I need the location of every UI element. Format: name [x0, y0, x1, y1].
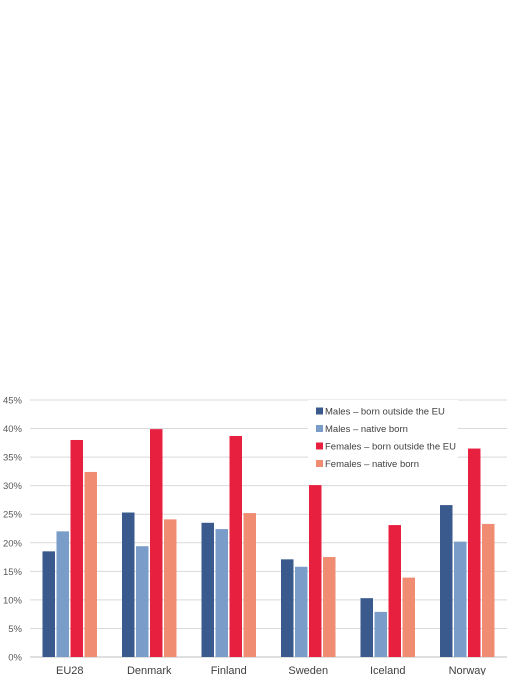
bar-norway-series-1	[440, 505, 453, 657]
bar-finland-series-2	[215, 529, 228, 657]
legend-label: Females – native born	[325, 459, 419, 470]
y-axis-tick-labels: 0% 5% 10% 15% 20% 25% 30% 35% 40% 45%	[3, 396, 23, 664]
legend-label: Males – born outside the EU	[325, 407, 445, 418]
legend: Males – born outside the EU Males – nativ…	[308, 400, 458, 476]
bars	[42, 429, 495, 657]
y-tick-label: 15%	[3, 567, 23, 578]
legend-background	[308, 400, 458, 476]
bar-finland-series-4	[243, 513, 256, 657]
bar-finland-series-3	[229, 435, 242, 657]
x-tick-label: Sweden	[288, 665, 328, 675]
y-tick-label: 5%	[8, 624, 22, 635]
bar-sweden-series-3	[309, 485, 322, 657]
legend-swatch	[316, 425, 323, 432]
bar-norway-series-3	[468, 448, 481, 657]
y-tick-label: 40%	[3, 424, 23, 435]
bar-eu28-series-4	[84, 471, 97, 657]
bar-eu28-series-1	[42, 551, 55, 657]
legend-label: Males – native born	[325, 424, 408, 435]
x-tick-label: Finland	[211, 665, 247, 675]
bar-sweden-series-1	[281, 559, 294, 657]
bar-iceland-series-2	[374, 611, 387, 657]
y-tick-label: 0%	[8, 653, 22, 664]
y-tick-label: 10%	[3, 595, 23, 606]
legend-swatch	[316, 407, 323, 415]
y-tick-label: 30%	[3, 481, 23, 492]
bar-denmark-series-2	[136, 546, 149, 657]
bar-sweden-series-4	[323, 557, 336, 657]
bar-denmark-series-1	[122, 512, 135, 657]
bar-norway-series-2	[454, 541, 467, 657]
legend-swatch	[316, 460, 323, 467]
bar-eu28-series-3	[70, 439, 83, 657]
bar-sweden-series-2	[295, 566, 308, 657]
x-tick-label: EU28	[56, 665, 84, 675]
bar-iceland-series-3	[388, 525, 401, 657]
x-tick-label: Norway	[449, 665, 487, 675]
y-tick-label: 45%	[3, 396, 23, 407]
x-tick-label: Iceland	[370, 665, 405, 675]
bar-eu28-series-2	[56, 531, 69, 657]
bar-norway-series-4	[482, 523, 495, 657]
legend-swatch	[316, 442, 323, 450]
x-tick-label: Denmark	[127, 665, 172, 675]
y-tick-label: 20%	[3, 538, 23, 549]
bar-denmark-series-3	[150, 429, 163, 657]
y-tick-label: 25%	[3, 510, 23, 521]
legend-label: Females – born outside the EU	[325, 442, 456, 453]
bar-iceland-series-4	[402, 577, 415, 657]
x-axis-tick-labels: EU28 Denmark Finland Sweden Iceland Norway	[56, 665, 487, 677]
y-tick-label: 35%	[3, 453, 23, 464]
bar-denmark-series-4	[164, 519, 177, 657]
bar-iceland-series-1	[360, 598, 373, 657]
bar-finland-series-1	[201, 522, 214, 657]
